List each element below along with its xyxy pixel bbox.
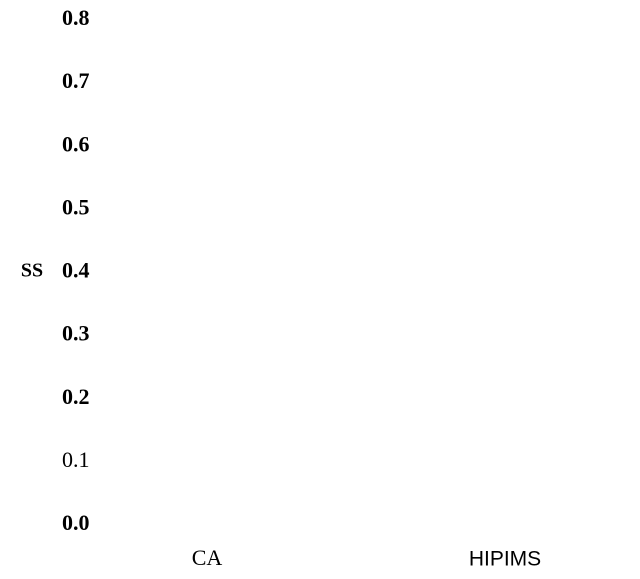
y-tick-label: 0.6 — [62, 131, 90, 156]
y-axis-label: SS — [21, 260, 43, 282]
y-tick-label: 0.5 — [62, 194, 90, 219]
x-category-label: HIPIMS — [469, 548, 541, 571]
x-category-label: CA — [192, 545, 223, 570]
y-tick-label: 0.0 — [62, 510, 90, 535]
y-tick-label: 0.7 — [62, 68, 90, 93]
y-axis: 0.8 0.7 0.6 0.5 0.4 0.3 0.2 0.1 0.0 — [62, 5, 90, 535]
y-tick-label: 0.1 — [62, 447, 90, 472]
y-tick-label: 0.4 — [62, 258, 90, 283]
y-tick-label: 0.2 — [62, 384, 90, 409]
y-tick-label: 0.3 — [62, 321, 90, 346]
y-tick-label: 0.8 — [62, 5, 90, 30]
x-axis: CA HIPIMS — [192, 545, 541, 571]
